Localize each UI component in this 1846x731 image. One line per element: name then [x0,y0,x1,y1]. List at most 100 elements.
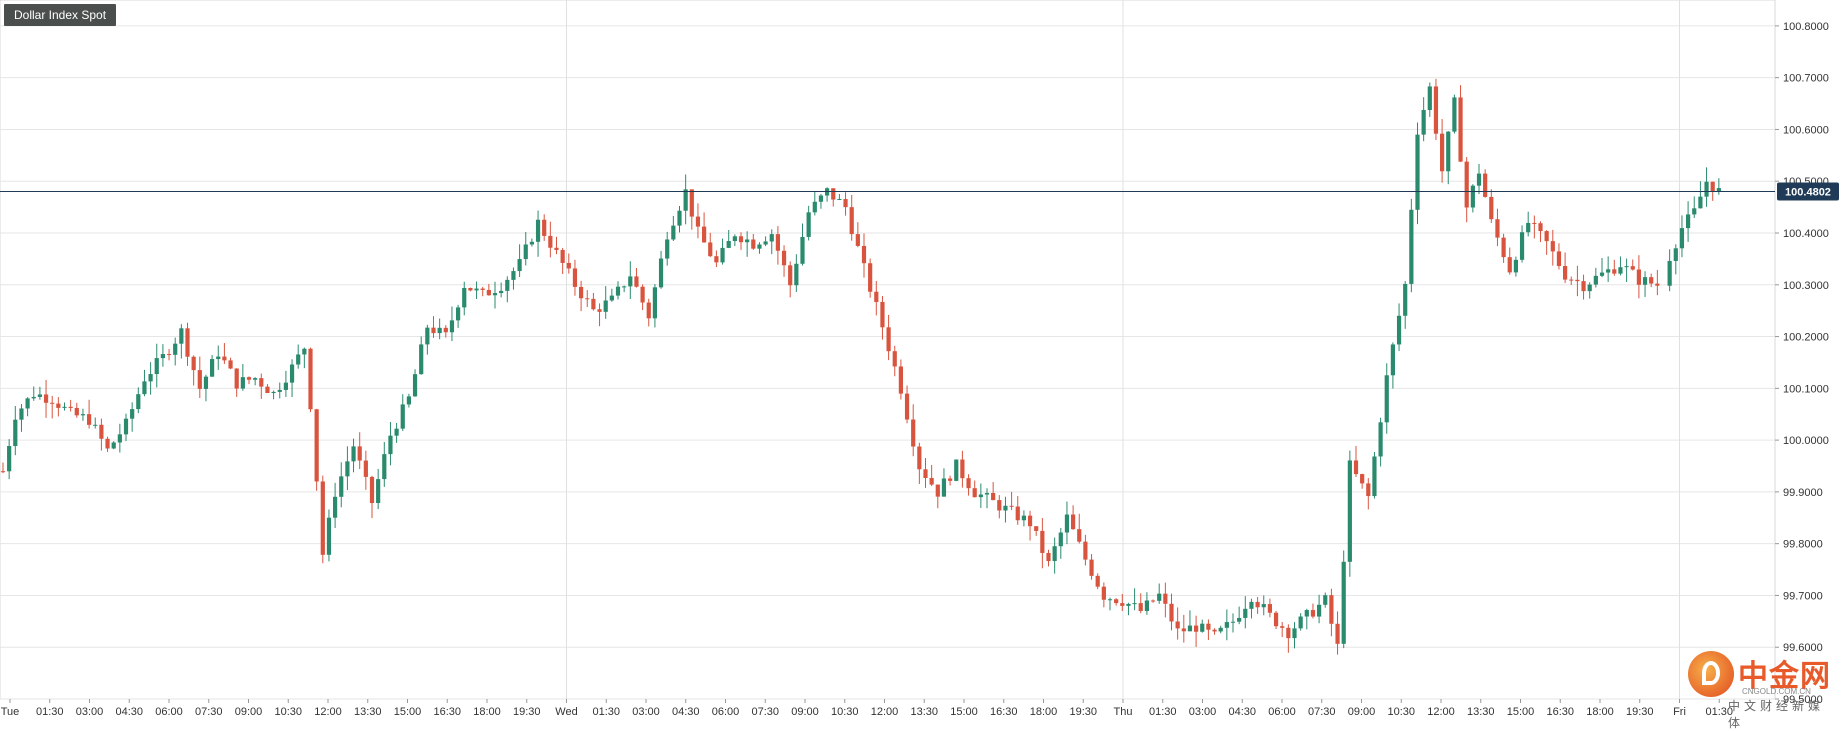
candle-body [1440,133,1445,172]
candle [984,488,990,509]
candle-body [203,376,209,389]
candle-body [1538,223,1543,232]
candle-body [714,256,719,263]
candle [1107,597,1113,611]
candle-body [1710,181,1715,192]
candle [1575,265,1580,297]
candle-body [1071,514,1076,530]
candle-body [1630,266,1635,270]
candle [1433,78,1439,141]
candle [1280,621,1285,638]
candle-body [1292,628,1297,639]
x-tick-label: 10:30 [831,706,859,718]
candle-body [1470,185,1475,208]
candle-body [738,236,744,243]
candle-body [904,393,910,420]
candle-body [431,327,436,334]
candle-body [1175,621,1180,629]
candle-body [210,359,215,377]
candle-body [843,199,848,208]
candle [726,230,731,249]
candle-body [1095,575,1100,587]
candle [1144,592,1149,615]
x-tick-label: 03:00 [76,706,104,718]
candle-body [1526,222,1531,233]
candle [1292,622,1297,649]
candle [917,442,922,484]
candle [1599,257,1605,278]
candle [240,364,245,391]
candle [597,303,602,327]
candle [62,402,67,411]
candle [210,354,215,378]
candle [142,369,147,397]
candle-body [548,235,553,248]
candle [480,286,485,297]
candle-body [1427,86,1432,110]
candle-body [99,424,104,439]
candle [283,370,288,397]
candle-body [142,381,147,395]
candle [1415,122,1420,225]
candle [1329,588,1334,637]
candle [154,343,159,388]
candle [720,238,725,265]
candle-body [166,354,172,356]
candle [991,482,996,501]
candle-body [911,419,916,447]
candle [855,222,860,248]
candle-body [117,434,122,443]
candle-body [960,459,965,479]
candle-body [1347,460,1352,562]
candle [1360,473,1365,489]
candle [1150,599,1156,603]
candle [1452,94,1457,134]
candle [665,231,670,266]
x-tick-label: 01:30 [36,706,64,718]
candle-body [388,435,393,455]
candle [1618,256,1623,276]
candle-body [271,391,276,394]
watermark-brand: 中金网 [1738,659,1831,694]
candle-body [1667,260,1672,286]
candle-body [929,477,934,485]
candle-body [984,492,990,495]
candle [203,374,209,402]
candle-body [1390,344,1395,376]
candle [640,284,645,311]
candle-body [87,414,92,425]
candle-body [1237,617,1242,622]
x-tick-label: 16:30 [990,706,1018,718]
candle [1058,527,1063,559]
candle-body [1200,623,1205,632]
candle-body [1433,86,1439,134]
candle [529,238,534,247]
candle-body [222,356,227,361]
x-tick-label: 18:00 [473,706,501,718]
candle-body [505,279,510,291]
y-tick-label: 99.5000 [1783,694,1823,706]
y-tick-label: 99.9000 [1783,487,1823,499]
candle-body [1144,600,1149,611]
candle-body [794,263,799,286]
candle [1464,157,1469,223]
candle [123,413,129,442]
candle [548,221,553,258]
y-tick-label: 100.1000 [1783,383,1829,395]
candle [376,468,381,510]
candle-body [216,356,221,360]
candle-body [511,271,516,280]
candle [1126,602,1131,616]
candle [222,343,227,364]
x-tick-label: 12:00 [1427,706,1455,718]
candle [1403,281,1408,329]
candle [929,464,934,487]
candle [1495,208,1500,247]
x-tick-label: Thu [1114,706,1133,718]
candle [13,406,18,456]
candle-body [1132,603,1137,605]
candle [1341,550,1346,649]
candle-body [695,216,701,227]
